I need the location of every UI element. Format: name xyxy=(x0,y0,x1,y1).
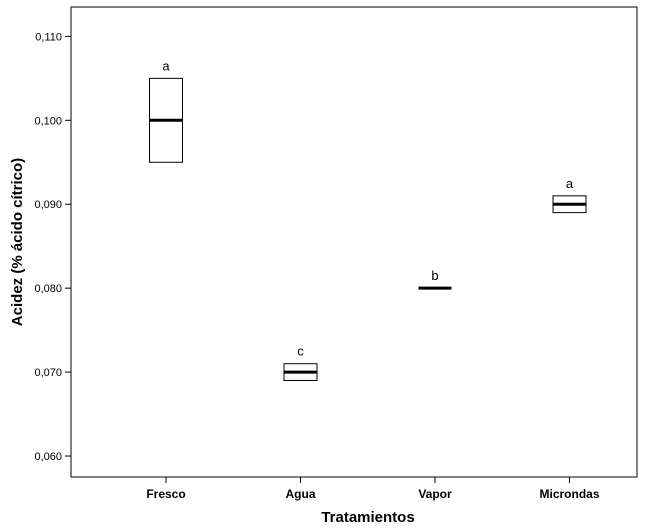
y-tick-label: 0,060 xyxy=(34,451,62,463)
box-agua: c xyxy=(283,344,318,381)
significance-letter: b xyxy=(431,268,438,283)
x-tick-label: Fresco xyxy=(146,487,185,501)
box-vapor: b xyxy=(418,268,452,290)
significance-letter: a xyxy=(566,176,574,191)
x-axis-title: Tratamientos xyxy=(321,509,414,526)
box-microndas: a xyxy=(552,176,587,214)
x-tick-label: Microndas xyxy=(539,487,599,501)
y-tick-label: 0,110 xyxy=(35,31,62,43)
y-axis: 0,060 0,070 0,080 0,090 0,100 0,110 xyxy=(34,31,71,463)
x-tick-label: Vapor xyxy=(418,487,452,501)
boxes-layer: a c b a xyxy=(149,58,587,381)
y-tick-label: 0,070 xyxy=(34,367,62,379)
x-tick-label: Agua xyxy=(286,487,316,501)
y-tick-label: 0,080 xyxy=(34,283,62,295)
y-axis-title: Acidez (% ácido cítrico) xyxy=(9,158,26,326)
significance-letter: a xyxy=(162,58,170,73)
y-tick-label: 0,090 xyxy=(34,199,62,211)
y-tick-label: 0,100 xyxy=(34,115,62,127)
box-fresco: a xyxy=(149,58,183,163)
x-axis: Fresco Agua Vapor Microndas xyxy=(146,477,600,501)
significance-letter: c xyxy=(297,344,304,359)
plot-frame xyxy=(70,6,638,478)
